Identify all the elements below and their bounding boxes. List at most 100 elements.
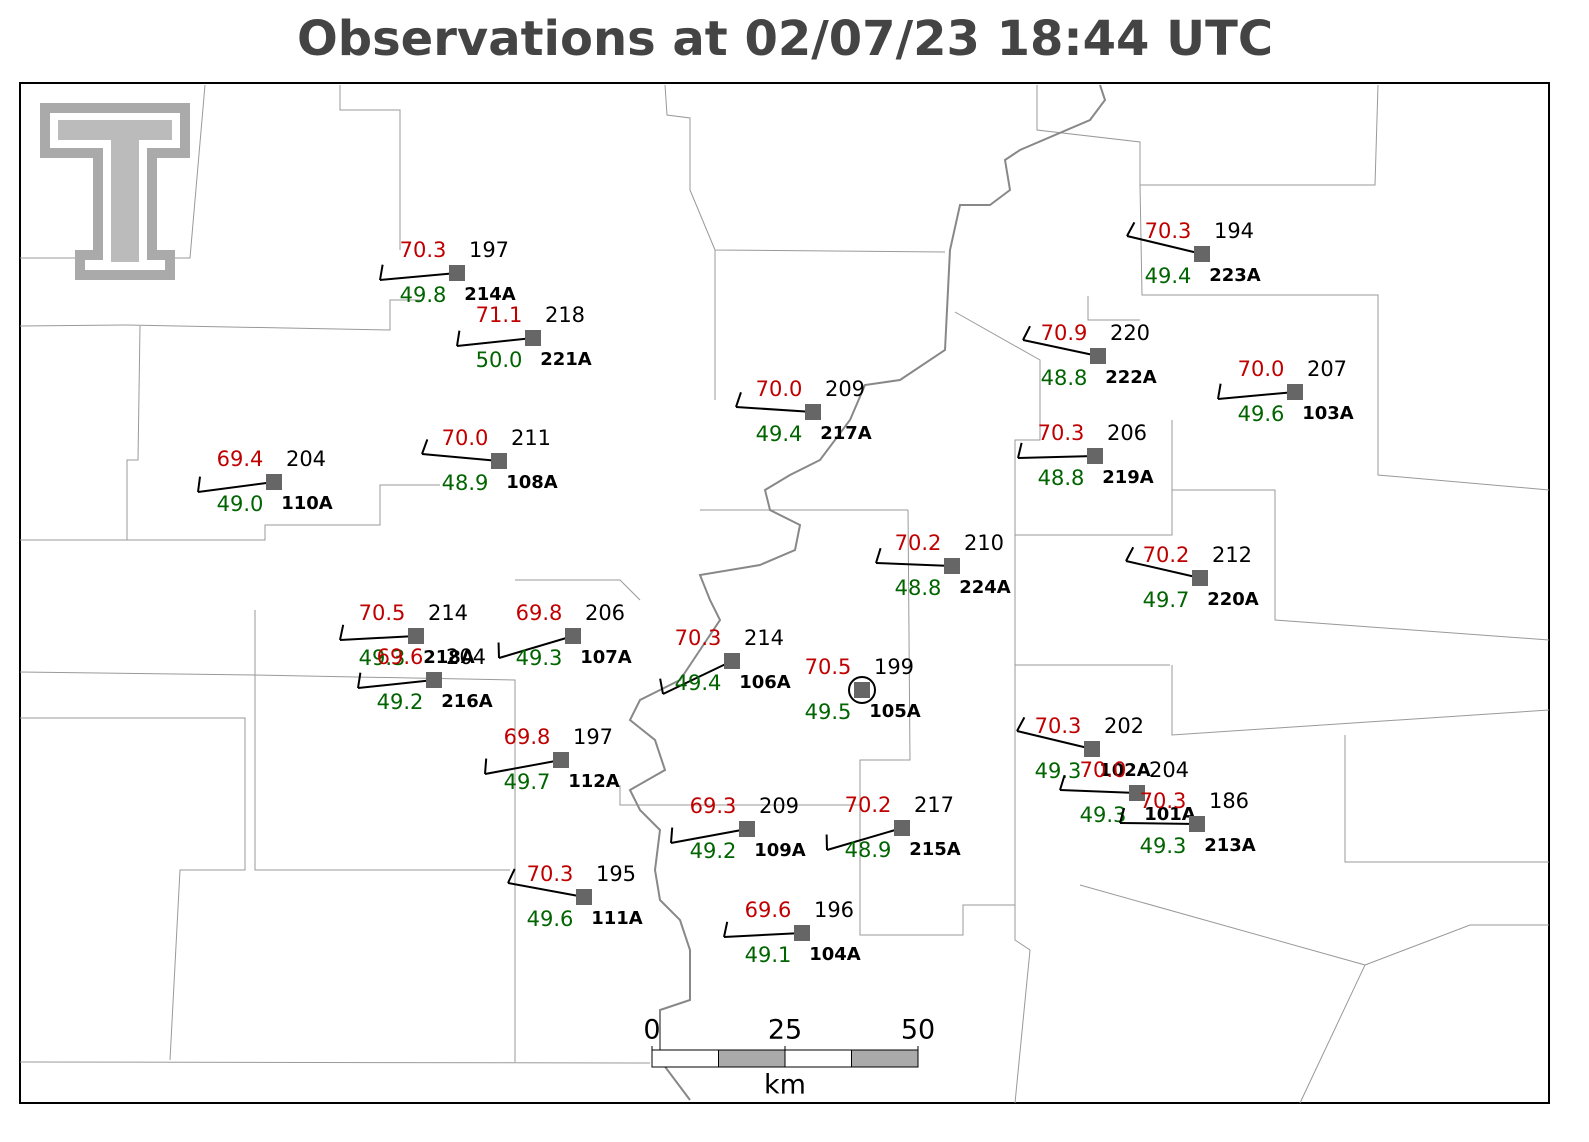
pressure: 207 (1307, 357, 1347, 381)
temperature: 69.3 (690, 794, 737, 818)
temperature: 70.3 (1145, 219, 1192, 243)
pressure: 209 (825, 377, 865, 401)
pressure: 204 (286, 447, 326, 471)
scale-segment (785, 1050, 852, 1067)
temperature: 69.6 (745, 898, 792, 922)
station-marker (1084, 741, 1100, 757)
pressure: 214 (744, 626, 784, 650)
map-title: Observations at 02/07/23 18:44 UTC (297, 11, 1273, 67)
wind-barb-tick (671, 828, 672, 843)
pressure: 210 (964, 531, 1004, 555)
scale-segment (719, 1050, 786, 1067)
pressure: 197 (469, 238, 509, 262)
dewpoint: 49.7 (504, 770, 551, 794)
scale-segment (652, 1050, 719, 1067)
station-id: 110A (281, 493, 333, 514)
scale-tick-label: 50 (901, 1015, 935, 1046)
temperature: 70.2 (845, 793, 892, 817)
station-id: 106A (739, 672, 791, 693)
dewpoint: 49.0 (217, 492, 264, 516)
scale-tick-label: 25 (768, 1015, 802, 1046)
station-id: 111A (591, 908, 643, 929)
station-marker (805, 404, 821, 420)
pressure: 206 (1107, 421, 1147, 445)
station-id: 223A (1209, 265, 1261, 286)
station-id: 112A (568, 771, 620, 792)
dewpoint: 48.9 (845, 838, 892, 862)
pressure: 204 (446, 645, 486, 669)
dewpoint: 49.7 (1143, 588, 1190, 612)
station-marker (553, 752, 569, 768)
dewpoint: 49.3 (1140, 834, 1187, 858)
station-marker (449, 265, 465, 281)
dewpoint: 49.4 (756, 422, 803, 446)
temperature: 70.0 (756, 377, 803, 401)
pressure: 214 (428, 601, 468, 625)
pressure: 194 (1214, 219, 1254, 243)
dewpoint: 49.3 (1035, 759, 1082, 783)
station-id: 217A (820, 423, 872, 444)
temperature: 69.8 (516, 601, 563, 625)
station-id: 108A (506, 472, 558, 493)
wind-barb (1120, 823, 1197, 824)
wind-barb-tick (485, 759, 486, 774)
pressure: 217 (914, 793, 954, 817)
station-id: 221A (540, 349, 592, 370)
dewpoint: 49.3 (516, 646, 563, 670)
dewpoint: 49.6 (1238, 402, 1285, 426)
temperature: 70.3 (675, 626, 722, 650)
station-id: 105A (869, 701, 921, 722)
station-id: 219A (1102, 467, 1154, 488)
dewpoint: 50.0 (476, 348, 523, 372)
temperature: 70.0 (1238, 357, 1285, 381)
station-id: 214A (464, 284, 516, 305)
scale-segment (852, 1050, 919, 1067)
temperature: 70.0 (1080, 758, 1127, 782)
pressure: 204 (1149, 758, 1189, 782)
pressure: 209 (759, 794, 799, 818)
station-id: 109A (754, 840, 806, 861)
pressure: 212 (1212, 543, 1252, 567)
station-marker (724, 653, 740, 669)
station-marker (1287, 384, 1303, 400)
dewpoint: 49.5 (805, 700, 852, 724)
pressure: 202 (1104, 714, 1144, 738)
station-marker (944, 558, 960, 574)
temperature: 70.3 (400, 238, 447, 262)
station-marker (1189, 816, 1205, 832)
temperature: 70.2 (895, 531, 942, 555)
station-marker (426, 672, 442, 688)
temperature: 70.3 (527, 862, 574, 886)
station-marker (1090, 348, 1106, 364)
station-id: 224A (959, 577, 1011, 598)
pressure: 197 (573, 725, 613, 749)
temperature: 70.5 (805, 655, 852, 679)
station-marker (894, 820, 910, 836)
dewpoint: 49.8 (400, 283, 447, 307)
station-id: 213A (1204, 835, 1256, 856)
temperature: 69.4 (217, 447, 264, 471)
station-marker (1192, 570, 1208, 586)
scale-tick-label: 0 (643, 1015, 660, 1046)
station-id: 222A (1105, 367, 1157, 388)
temperature: 70.2 (1143, 543, 1190, 567)
dewpoint: 49.4 (1145, 264, 1192, 288)
station-marker (408, 628, 424, 644)
temperature: 69.8 (504, 725, 551, 749)
pressure: 199 (874, 655, 914, 679)
station-id: 103A (1302, 403, 1354, 424)
temperature: 70.3 (1140, 789, 1187, 813)
station-marker (1087, 448, 1103, 464)
station-id: 220A (1207, 589, 1259, 610)
pressure: 220 (1110, 321, 1150, 345)
dewpoint: 48.8 (1038, 466, 1085, 490)
dewpoint: 48.8 (895, 576, 942, 600)
temperature: 70.9 (1041, 321, 1088, 345)
station-marker (794, 925, 810, 941)
station-marker (739, 821, 755, 837)
station-marker (565, 628, 581, 644)
pressure: 196 (814, 898, 854, 922)
dewpoint: 48.9 (442, 471, 489, 495)
station-id: 104A (809, 944, 861, 965)
